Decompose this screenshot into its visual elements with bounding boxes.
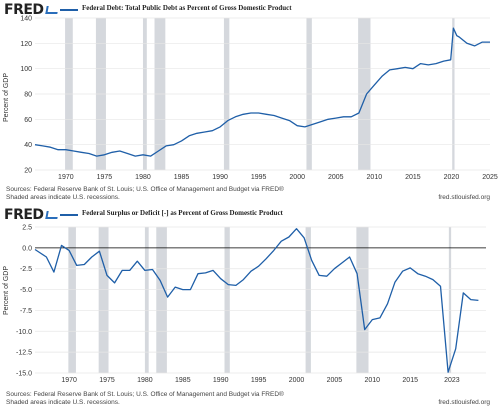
x-tick-label: 1995 [251,174,267,181]
legend-swatch [60,9,78,11]
debt-chart-plot: 20 40 60 80 100 120 140 1970 1975 1980 1985 1990 199… [20,16,498,182]
fred-logo: FRED [4,2,59,18]
recession-note: Shaded areas indicate U.S. recessions. [6,399,120,406]
recession-band [448,227,452,373]
recession-band [356,227,369,373]
deficit-chart-plot: 2.5 0.0 -2.5 -5.0 -7.5 -10.0 -12.5 -15.0 1970 197… [16,225,486,384]
y-tick-label: 100 [20,66,32,73]
recession-band [144,227,149,373]
y-tick-label: -10.0 [16,329,32,336]
credit-link[interactable]: fred.stlouisfed.org [438,194,490,201]
y-tick-label: 80 [24,92,32,99]
y-tick-label: 120 [20,41,32,48]
y-tick-label: -15.0 [16,371,32,378]
x-tick-label: 1985 [174,174,190,181]
y-tick-label: -12.5 [16,350,32,357]
recession-band [98,227,109,373]
y-tick-label: 2.5 [22,225,32,232]
series-line [34,228,479,373]
x-tick-label: 1985 [175,377,191,384]
recession-band [68,227,76,373]
x-tick-label: 1990 [213,377,229,384]
x-tick-label: 2020 [444,174,460,181]
y-tick-label: 40 [24,142,32,149]
x-tick-label: 1975 [99,377,115,384]
source-note: Sources: Federal Reserve Bank of St. Lou… [6,391,284,398]
x-tick-label: 2005 [327,377,343,384]
y-tick-label: -7.5 [20,308,32,315]
chart-title: Federal Debt: Total Public Debt as Perce… [82,4,292,12]
source-note: Sources: Federal Reserve Bank of St. Lou… [6,186,284,193]
x-tick-label: 2023 [444,377,460,384]
x-tick-label: 2010 [365,377,381,384]
series-line [34,27,490,157]
y-tick-label: 0.0 [22,245,32,252]
y-tick-label: -5.0 [20,287,32,294]
chart-title: Federal Surplus or Deficit [-] as Percen… [82,209,283,217]
x-tick-label: 2010 [367,174,383,181]
y-tick-label: 140 [20,16,32,23]
deficit-chart-panel: FRED Federal Surplus or Deficit [-] as P… [0,205,500,409]
y-tick-label: 60 [24,117,32,124]
recession-note: Shaded areas indicate U.S. recessions. [6,194,120,201]
y-tick-label: -2.5 [20,266,32,273]
x-tick-label: 2000 [289,174,305,181]
credit-link[interactable]: fred.stlouisfed.org [438,399,490,406]
x-tick-label: 1980 [137,377,153,384]
recession-band [305,227,311,373]
x-tick-label: 1995 [251,377,267,384]
legend-swatch [60,214,78,216]
recession-band [224,227,230,373]
x-tick-label: 1970 [61,377,77,384]
x-tick-label: 1970 [58,174,74,181]
debt-chart-panel: FRED Federal Debt: Total Public Debt as … [3,2,498,201]
x-tick-label: 2015 [405,174,421,181]
x-tick-label: 2025 [482,174,498,181]
x-tick-label: 2000 [289,377,305,384]
x-tick-label: 2015 [402,377,418,384]
y-tick-label: 20 [24,168,32,175]
recession-band [156,227,167,373]
x-tick-label: 2005 [328,174,344,181]
x-tick-label: 1990 [212,174,228,181]
x-tick-label: 1975 [97,174,113,181]
fred-logo: FRED [4,207,59,223]
x-tick-label: 1980 [135,174,151,181]
